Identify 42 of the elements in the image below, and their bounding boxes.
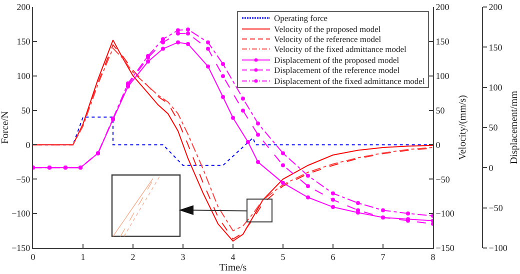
legend-label: Displacement of the proposed model <box>274 54 400 65</box>
y3-tick-label: 150 <box>488 42 503 52</box>
y-axis-title: Force/N <box>0 111 11 144</box>
y-tick-label: 150 <box>16 36 31 47</box>
y3-tick-label: −50 <box>488 202 504 213</box>
y-tick-label: 0 <box>26 140 31 150</box>
y3-tick-label: 100 <box>488 82 503 92</box>
x-tick-label: 4 <box>230 252 236 262</box>
legend-label: Displacement of the reference model <box>274 65 400 76</box>
legend-label: Velocity of the reference model <box>274 34 382 44</box>
y-tick-label: −50 <box>16 174 31 184</box>
y2-axis-title: Velocity/(mm/s) <box>457 95 468 160</box>
x-tick-label: 1 <box>80 252 86 262</box>
y3-tick-label: −100 <box>488 243 508 254</box>
y-tick-label: 50 <box>21 105 31 116</box>
legend-label: Velocity of the proposed model <box>274 24 381 34</box>
y-tick-label: 100 <box>16 71 31 82</box>
y3-tick-label: 0 <box>488 162 494 173</box>
y2-tick-label: 50 <box>436 105 446 116</box>
y2-tick-label: −150 <box>436 243 455 254</box>
y-tick-label: 200 <box>16 2 31 12</box>
x-tick-label: 3 <box>180 252 186 262</box>
y3-tick-label: 50 <box>488 122 498 133</box>
y3-tick-label: 200 <box>488 2 503 12</box>
y3-axis-title: Displacement/mm <box>509 90 520 164</box>
y-tick-label: −150 <box>12 243 31 254</box>
x-axis-title: Time/s <box>219 262 247 274</box>
x-tick-label: 8 <box>430 252 436 262</box>
x-tick-label: 6 <box>330 252 336 262</box>
legend-label: Displacement of the fixed admittance model <box>274 76 425 86</box>
legend-label: Operating force <box>274 13 328 24</box>
x-tick-label: 7 <box>380 252 386 262</box>
y2-tick-label: −100 <box>436 208 455 219</box>
y2-tick-label: 200 <box>436 2 450 12</box>
x-tick-label: 2 <box>130 252 136 262</box>
y2-tick-label: 0 <box>436 140 441 150</box>
y2-tick-label: 150 <box>436 36 450 47</box>
legend-label: Velocity of the fixed admittance model <box>274 44 406 54</box>
y2-tick-label: −50 <box>436 174 450 184</box>
y-tick-label: −100 <box>12 208 31 219</box>
y2-tick-label: 100 <box>436 71 450 82</box>
x-tick-label: 5 <box>280 252 286 262</box>
